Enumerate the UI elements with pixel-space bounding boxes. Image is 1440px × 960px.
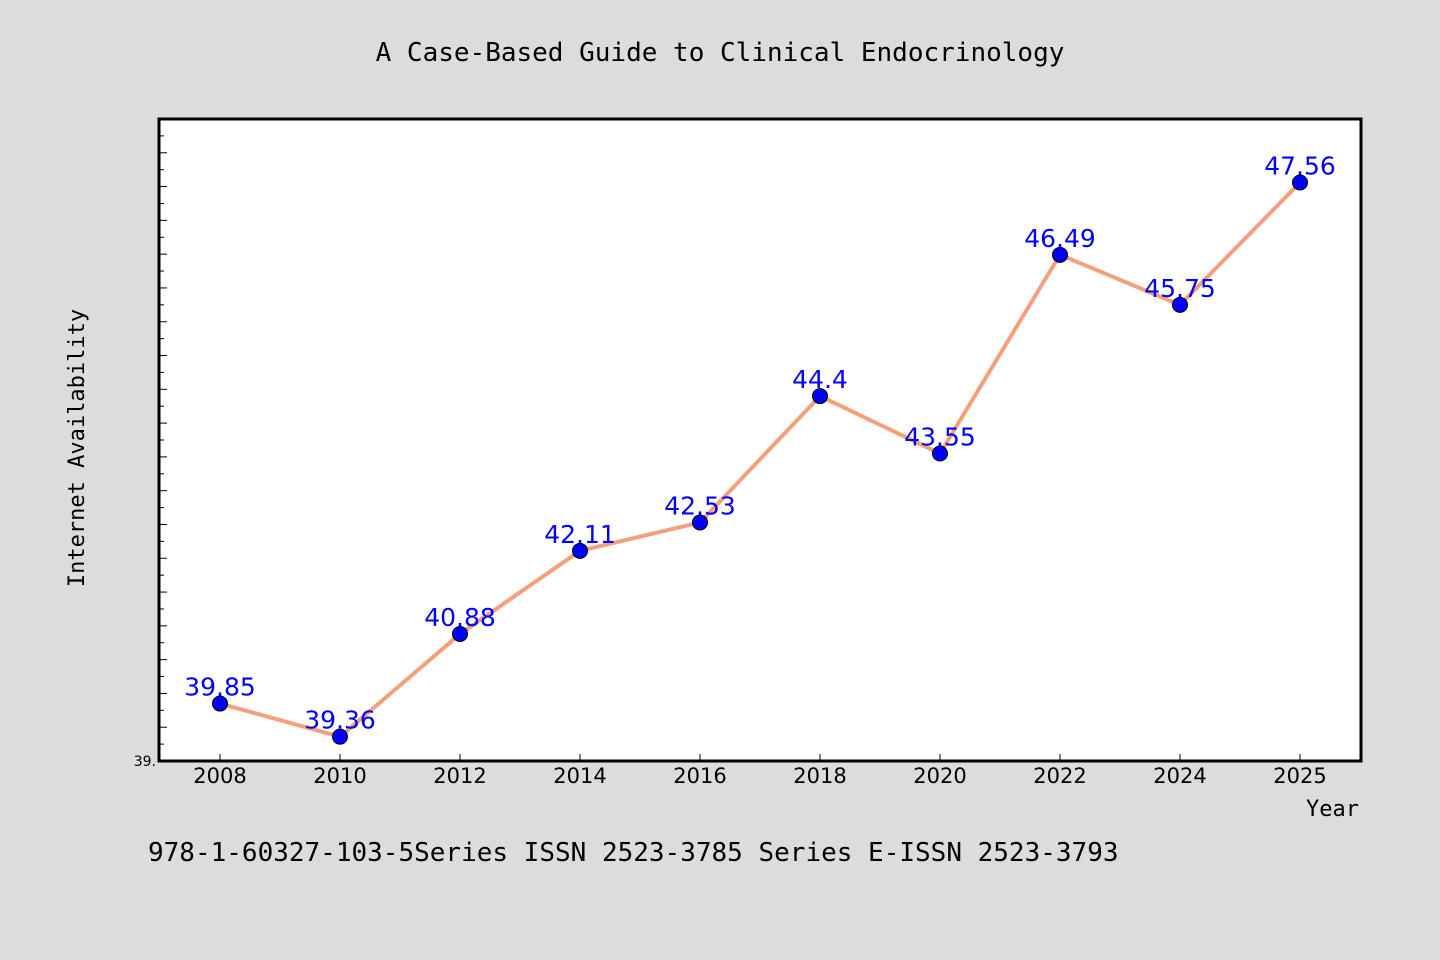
data-label: 46.49: [1024, 224, 1096, 253]
data-point: [572, 542, 588, 559]
x-tick-label: 2008: [193, 764, 246, 788]
plot-frame: [157, 117, 1363, 763]
data-label: 39.36: [304, 706, 376, 735]
x-tick-label: 2014: [553, 764, 606, 788]
x-tick-label: 2022: [1033, 764, 1086, 788]
data-label: 42.53: [664, 491, 736, 520]
data-point: [692, 514, 708, 531]
data-point: [1052, 246, 1068, 263]
data-point: [332, 728, 348, 745]
data-point: [1172, 296, 1188, 313]
x-axis-label: Year: [1306, 797, 1359, 822]
x-tick-label: 2020: [913, 764, 966, 788]
series-layer: 39.85 39.36 40.88 42.11 42.53 44.4 43.55 46.49 4…: [184, 152, 1336, 745]
data-point: [1292, 174, 1308, 191]
data-label: 39.85: [184, 673, 256, 702]
data-label: 45.75: [1144, 274, 1216, 303]
data-label: 47.56: [1264, 152, 1336, 181]
x-axis-ticks: 2008 2010 2012 2014 2016 2018 2020 2022 2024 2025: [193, 754, 1327, 788]
x-tick-label: 2024: [1153, 764, 1206, 788]
series-line: [218, 180, 1302, 739]
x-tick-label: 2018: [793, 764, 846, 788]
x-tick-label: 2012: [433, 764, 486, 788]
x-tick-label: 2010: [313, 764, 366, 788]
data-label: 44.4: [792, 365, 848, 394]
data-point: [452, 625, 468, 642]
footer-isbn-text: 978-1-60327-103-5Series ISSN 2523-3785 S…: [148, 838, 1119, 868]
x-tick-label: 2016: [673, 764, 726, 788]
data-point: [932, 445, 948, 462]
data-label: 40.88: [424, 603, 496, 632]
chart-title: A Case-Based Guide to Clinical Endocrino…: [376, 38, 1065, 68]
plot-area: [159, 119, 1361, 761]
data-label: 43.55: [904, 423, 976, 452]
x-tick-label: 2025: [1273, 764, 1326, 788]
y-tick-label: 39.: [134, 754, 156, 770]
data-point: [212, 695, 228, 712]
data-label: 42.11: [544, 520, 616, 549]
y-axis-label: Internet Availability: [65, 309, 90, 587]
data-point: [812, 388, 828, 405]
